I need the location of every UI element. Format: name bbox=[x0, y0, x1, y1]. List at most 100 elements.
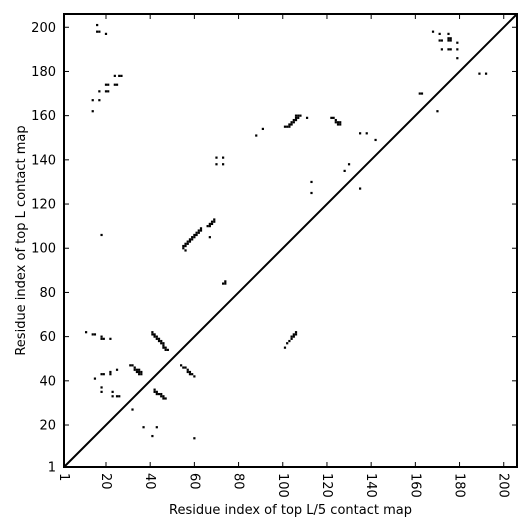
y-tick-label: 140 bbox=[31, 153, 56, 168]
contact-point-upper bbox=[294, 114, 298, 117]
contact-point-upper bbox=[347, 163, 351, 166]
x-tick-label: 180 bbox=[452, 473, 467, 498]
contact-point-lower bbox=[160, 339, 163, 343]
contact-point-lower bbox=[160, 392, 163, 396]
contact-point-lower bbox=[166, 348, 169, 351]
contact-point-upper bbox=[456, 41, 459, 44]
contact-point-lower bbox=[164, 348, 167, 351]
contact-point-upper bbox=[188, 238, 192, 241]
contact-point-lower bbox=[93, 377, 97, 380]
contact-point-upper bbox=[113, 83, 116, 86]
y-tick-label: 40 bbox=[39, 374, 56, 389]
contact-point-lower bbox=[142, 426, 145, 429]
contact-point-upper bbox=[288, 125, 291, 128]
contact-point-upper bbox=[91, 110, 94, 113]
contact-point-upper bbox=[447, 37, 450, 40]
contact-point-lower bbox=[186, 368, 189, 371]
contact-point-lower bbox=[100, 386, 103, 389]
y-tick-label: 100 bbox=[31, 242, 56, 257]
contact-point-upper bbox=[222, 163, 225, 166]
contact-point-lower bbox=[292, 333, 295, 336]
contact-point-upper bbox=[222, 156, 225, 159]
contact-point-upper bbox=[208, 225, 211, 228]
contact-point-upper bbox=[107, 83, 110, 86]
contact-point-lower bbox=[151, 333, 154, 336]
contact-point-lower bbox=[157, 339, 161, 343]
contact-point-upper bbox=[330, 116, 333, 119]
x-tick-label: 100 bbox=[275, 473, 290, 498]
contact-point-lower bbox=[164, 346, 167, 349]
y-tick-label: 200 bbox=[31, 21, 56, 36]
contact-point-upper bbox=[283, 125, 287, 128]
contact-point-upper bbox=[305, 116, 309, 119]
contact-point-upper bbox=[359, 132, 362, 135]
contact-point-upper bbox=[120, 74, 123, 77]
contact-point-upper bbox=[193, 233, 196, 237]
x-tick-label: 40 bbox=[142, 473, 157, 490]
contact-point-upper bbox=[359, 187, 362, 190]
contact-point-lower bbox=[102, 373, 105, 376]
contact-point-lower bbox=[100, 390, 103, 393]
contact-point-upper bbox=[104, 32, 108, 35]
contact-point-lower bbox=[155, 390, 158, 393]
contact-point-lower bbox=[100, 335, 103, 338]
contact-point-upper bbox=[255, 134, 258, 137]
contact-point-upper bbox=[215, 163, 218, 166]
contact-point-upper bbox=[208, 236, 211, 239]
x-tick-label: 80 bbox=[231, 473, 246, 490]
contact-point-upper bbox=[440, 39, 443, 42]
contact-point-lower bbox=[162, 395, 165, 398]
contact-point-lower bbox=[286, 342, 289, 345]
contact-point-upper bbox=[339, 123, 342, 126]
contact-point-lower bbox=[155, 335, 158, 338]
contact-point-upper bbox=[447, 32, 450, 35]
contact-point-upper bbox=[224, 280, 227, 283]
x-tick-label: 1 bbox=[56, 473, 71, 481]
contact-point-upper bbox=[98, 90, 101, 93]
x-axis-label: Residue index of top L/5 contact map bbox=[169, 503, 412, 518]
contact-point-lower bbox=[193, 375, 196, 378]
contact-point-upper bbox=[184, 249, 187, 252]
contact-point-upper bbox=[431, 30, 435, 33]
contact-point-lower bbox=[155, 392, 158, 396]
contact-point-lower bbox=[160, 395, 163, 398]
contact-point-upper bbox=[294, 116, 298, 119]
contact-point-upper bbox=[182, 244, 185, 248]
contact-point-lower bbox=[133, 368, 136, 371]
contact-point-upper bbox=[210, 222, 214, 226]
diagonal-line bbox=[63, 13, 518, 468]
contact-point-upper bbox=[332, 116, 335, 119]
contact-point-upper bbox=[107, 90, 110, 93]
contact-point-upper bbox=[206, 225, 209, 228]
contact-point-lower bbox=[138, 370, 141, 374]
contact-point-lower bbox=[109, 337, 112, 340]
contact-point-upper bbox=[343, 169, 346, 172]
plot-frame bbox=[63, 13, 518, 468]
contact-point-upper bbox=[98, 99, 101, 102]
contact-point-upper bbox=[310, 191, 313, 195]
contact-point-upper bbox=[449, 37, 452, 40]
contact-point-lower bbox=[91, 333, 94, 336]
contact-point-upper bbox=[188, 240, 192, 243]
contact-point-upper bbox=[197, 231, 200, 234]
contact-point-upper bbox=[456, 57, 459, 60]
contact-point-upper bbox=[336, 121, 340, 124]
contact-point-lower bbox=[164, 397, 167, 400]
contact-point-lower bbox=[140, 370, 143, 374]
contact-point-lower bbox=[153, 335, 156, 338]
contact-point-lower bbox=[162, 346, 165, 349]
contact-point-upper bbox=[184, 244, 187, 248]
contact-point-upper bbox=[440, 48, 443, 51]
contact-point-lower bbox=[151, 331, 154, 334]
contact-point-upper bbox=[100, 233, 103, 237]
contact-point-upper bbox=[98, 30, 101, 33]
contact-point-upper bbox=[193, 236, 196, 239]
contact-point-upper bbox=[195, 231, 198, 234]
contact-point-upper bbox=[334, 118, 337, 122]
contact-point-lower bbox=[162, 344, 165, 347]
contact-point-upper bbox=[339, 121, 342, 124]
contact-point-upper bbox=[115, 83, 119, 86]
contact-point-lower bbox=[138, 373, 141, 376]
contact-point-lower bbox=[151, 434, 154, 438]
